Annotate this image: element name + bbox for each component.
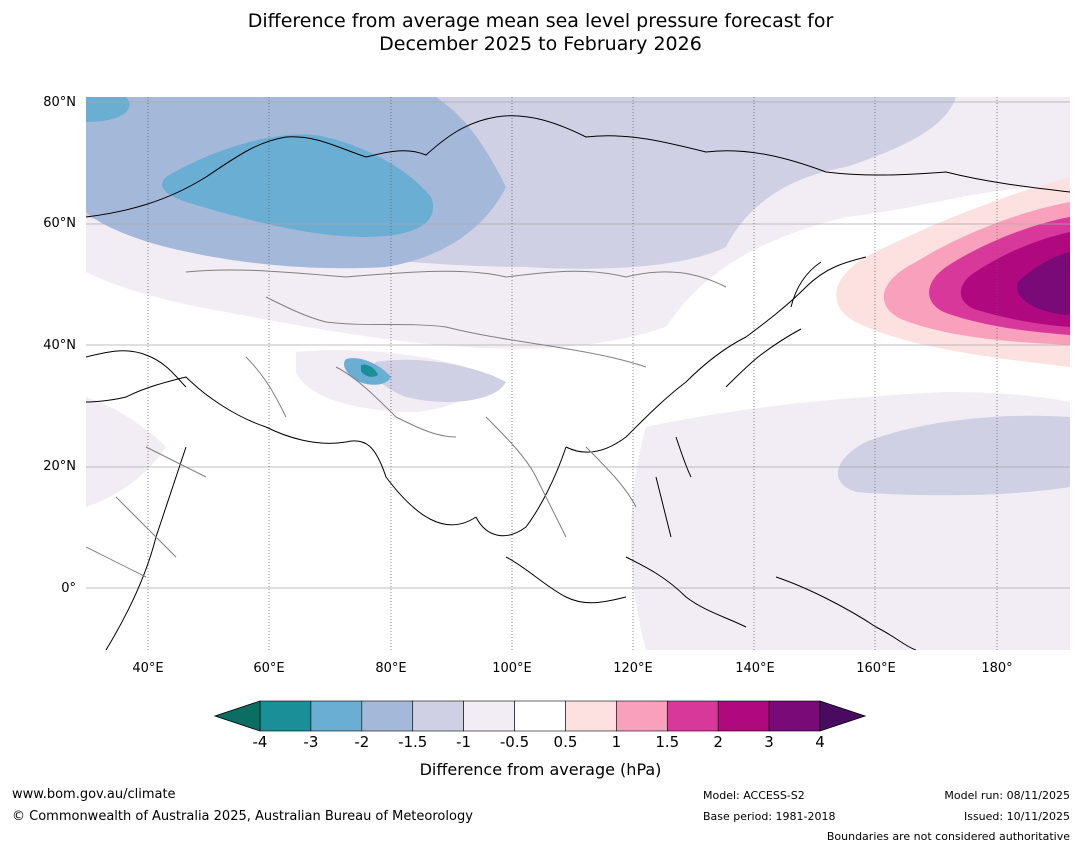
colorbar-low-extend [214, 700, 261, 732]
map-title: Difference from average mean sea level p… [0, 10, 1081, 56]
colorbar [214, 700, 866, 732]
colorbar-tick-label: 1.5 [655, 733, 680, 751]
lat-label-80n: 80°N [43, 95, 76, 110]
lat-label-40n: 40°N [43, 338, 76, 353]
colorbar-tick-label: -4 [252, 733, 268, 751]
footer-issued: Issued: 10/11/2025 [963, 810, 1070, 823]
anomaly-region-teal-pamir [361, 364, 378, 377]
colorbar-segment [768, 700, 821, 732]
colorbar-segment [361, 700, 414, 732]
colorbar-tick-label: 4 [815, 733, 825, 751]
lon-label-80e: 80°E [375, 661, 407, 676]
anomaly-region-steel-blue-corner [86, 97, 130, 122]
colorbar-tick-label: -2 [354, 733, 370, 751]
footer-disclaimer: Boundaries are not considered authoritat… [826, 830, 1070, 843]
colorbar-tick-label: -3 [303, 733, 319, 751]
colorbar-tick-label: -1.5 [398, 733, 428, 751]
footer-url-link[interactable]: www.bom.gov.au/climate [12, 787, 176, 802]
lon-label-100e: 100°E [492, 661, 532, 676]
lon-label-180: 180° [981, 661, 1013, 676]
colorbar-segment [259, 700, 312, 732]
anomaly-region-light-purple-africa [86, 397, 166, 507]
title-line-2: December 2025 to February 2026 [379, 33, 702, 55]
colorbar-tick-label: -1 [456, 733, 472, 751]
lon-label-40e: 40°E [132, 661, 164, 676]
colorbar-tick-label: 1 [611, 733, 622, 751]
anomaly-region-lavender-tibet [372, 359, 506, 402]
colorbar-segment [514, 700, 566, 732]
footer-model: Model: ACCESS-S2 [703, 789, 805, 802]
footer-copyright: © Commonwealth of Australia 2025, Austra… [12, 809, 473, 824]
lon-label-60e: 60°E [253, 661, 285, 676]
colorbar-segment [565, 700, 617, 732]
colorbar-segment [616, 700, 668, 732]
colorbar-segment [717, 700, 770, 732]
footer-model-run: Model run: 08/11/2025 [944, 789, 1070, 802]
anomaly-region-steel-blue [162, 134, 434, 237]
colorbar-high-extend [819, 700, 866, 732]
colorbar-segment [412, 700, 464, 732]
colorbar-segment [666, 700, 719, 732]
lat-label-equator: 0° [61, 581, 76, 596]
colorbar-segment [463, 700, 515, 732]
colorbar-tick-label: -0.5 [499, 733, 530, 751]
colorbar-tick-label: 2 [713, 733, 723, 751]
colorbar-label: Difference from average (hPa) [419, 760, 662, 779]
footer-base-period: Base period: 1981-2018 [703, 810, 836, 823]
country-borders [86, 269, 727, 578]
colorbar-segment [310, 700, 363, 732]
colorbar-tick-label: 3 [764, 733, 774, 751]
latitude-gridlines [86, 101, 1070, 589]
title-line-1: Difference from average mean sea level p… [247, 10, 834, 32]
anomaly-region-lavender-pacific [837, 415, 1070, 496]
pressure-anomaly-map [86, 97, 1070, 650]
lon-label-120e: 120°E [613, 661, 653, 676]
colorbar-tick-label: 0.5 [553, 733, 578, 751]
lon-label-140e: 140°E [735, 661, 775, 676]
lon-label-160e: 160°E [856, 661, 896, 676]
anomaly-region-purple [1017, 252, 1070, 315]
longitude-gridlines [147, 97, 998, 650]
lat-label-20n: 20°N [43, 459, 76, 474]
lat-label-60n: 60°N [43, 216, 76, 231]
